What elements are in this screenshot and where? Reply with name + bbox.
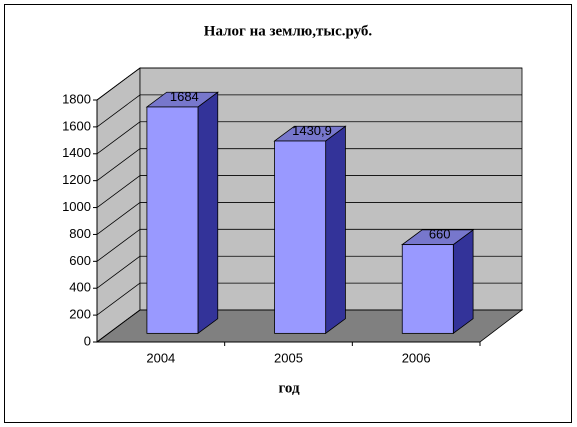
grid-line (96, 309, 141, 343)
y-tick-label: 800 (69, 226, 91, 241)
chart-title: Налог на землю,тыс.руб. (204, 23, 373, 39)
grid-line (96, 255, 141, 289)
y-tick-label: 1000 (62, 199, 91, 214)
x-tick-label: 2004 (146, 350, 175, 365)
y-tick-label: 0 (84, 333, 91, 348)
value-label: 1430,9 (292, 123, 332, 138)
x-axis-label: год (278, 380, 300, 396)
side-wall (96, 67, 141, 343)
bar-side (325, 125, 346, 335)
grid-line (96, 121, 141, 155)
x-tick-label: 2006 (402, 350, 431, 365)
grid-line (96, 148, 141, 181)
bar-side (197, 91, 219, 335)
grid-line (96, 282, 141, 316)
bar (146, 106, 199, 334)
grid-line (96, 175, 141, 208)
x-tick-label: 2005 (274, 350, 303, 365)
value-label: 660 (429, 227, 451, 242)
bar-side (452, 229, 474, 335)
grid-line (96, 67, 141, 101)
grid-line (96, 202, 141, 235)
y-tick-label: 1800 (62, 91, 91, 106)
bar (274, 140, 327, 334)
y-tick-label: 1400 (62, 145, 91, 160)
y-tick-label: 600 (69, 253, 91, 268)
y-tick-label: 1200 (62, 172, 91, 187)
y-tick-label: 200 (69, 307, 91, 322)
grid-line (96, 229, 141, 262)
y-tick-label: 400 (69, 280, 91, 295)
bar (401, 244, 454, 334)
grid-line (96, 94, 141, 128)
value-label: 1684 (170, 89, 199, 104)
y-tick-label: 1600 (62, 118, 91, 133)
